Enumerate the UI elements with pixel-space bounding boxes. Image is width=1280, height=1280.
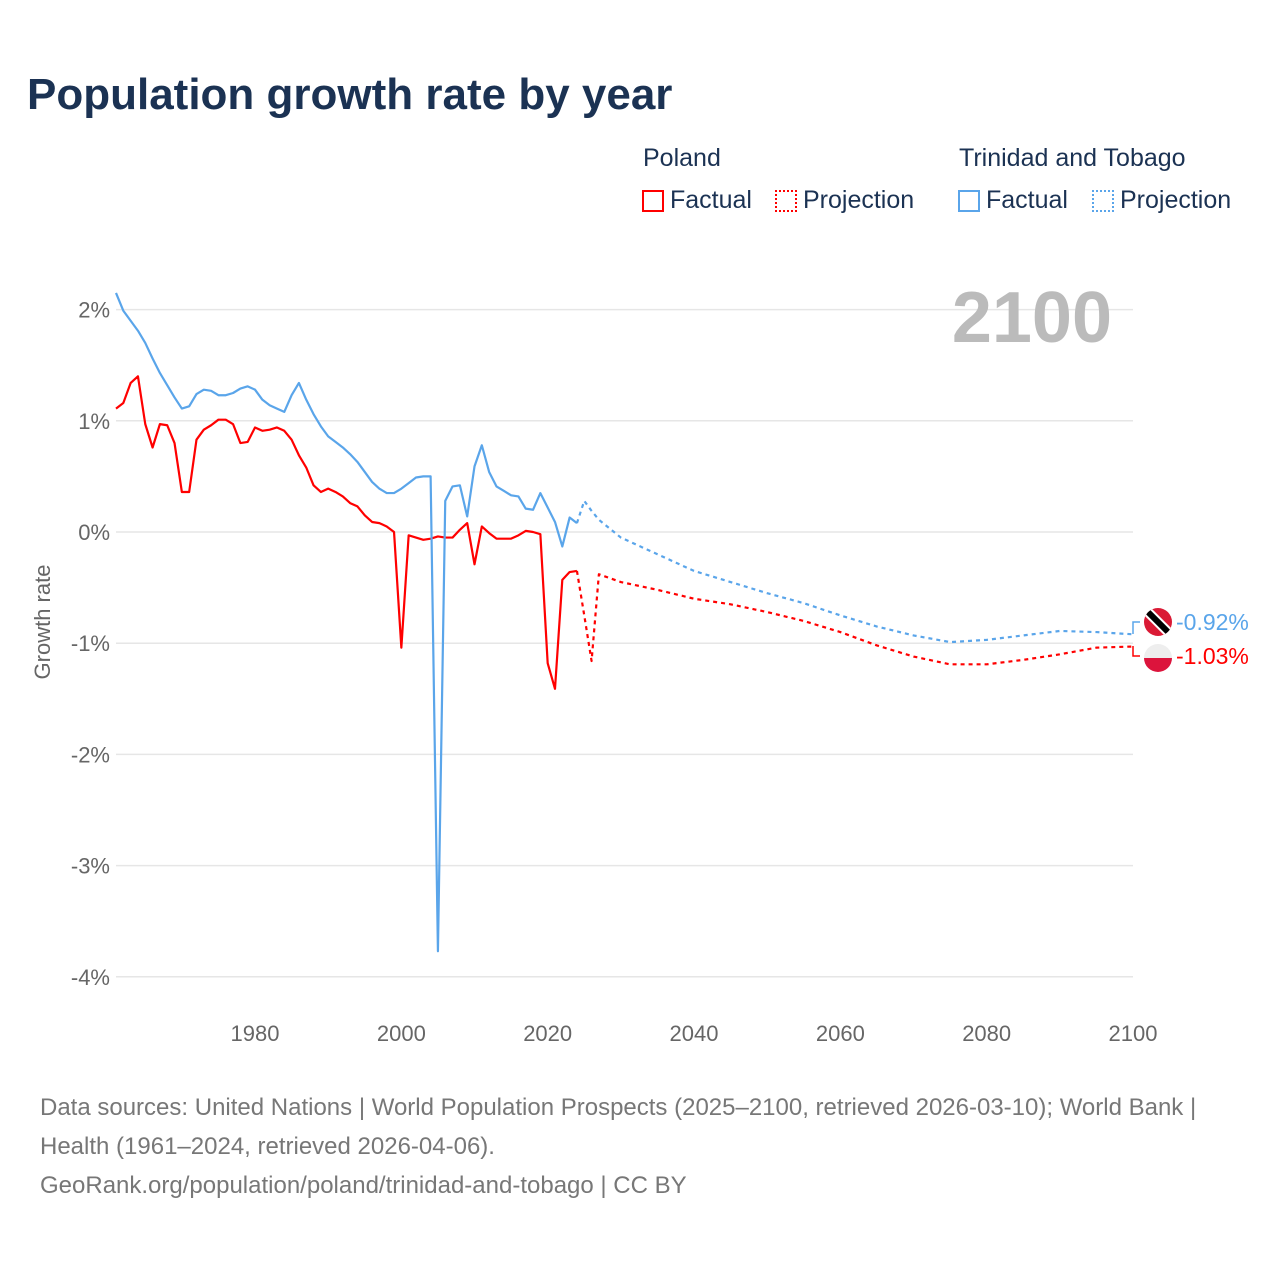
x-tick-label: 2100 (1109, 1021, 1158, 1046)
plot-area: 2% 1% 0% -1% -2% -3% -4% 1980 2000 2020 2040 2060 20… (30, 278, 1249, 1046)
y-tick-label: -4% (71, 965, 110, 990)
y-tick-label: 1% (78, 409, 110, 434)
legend-tt-title: Trinidad and Tobago (959, 144, 1186, 172)
pl-end-value: -1.03% (1176, 643, 1249, 669)
y-tick-label: -3% (71, 854, 110, 879)
y-tick-label: -1% (71, 631, 110, 656)
y-tick-label: 0% (78, 520, 110, 545)
footer: Data sources: United Nations | World Pop… (40, 1088, 1240, 1205)
legend-poland-projection[interactable]: Projection (775, 186, 914, 215)
poland-factual-line (115, 375, 578, 690)
x-tick-label: 2080 (962, 1021, 1011, 1046)
attribution-link[interactable]: GeoRank.org/population/poland/trinidad-a… (40, 1172, 687, 1199)
data-sources: Data sources: United Nations | World Pop… (40, 1094, 1197, 1160)
legend-label: Projection (803, 186, 915, 214)
x-tick-label: 1980 (231, 1021, 280, 1046)
y-axis-label: Growth rate (30, 565, 55, 680)
legend-swatch (1092, 189, 1114, 212)
legend-poland-title: Poland (643, 144, 721, 172)
tt-end-connector (1132, 621, 1140, 634)
trinidad-and-tobago-factual-line (114, 292, 578, 953)
legend-tt-factual[interactable]: Factual (958, 186, 1068, 215)
x-tick-label: 2040 (670, 1021, 719, 1046)
legend-tt-projection[interactable]: Projection (1092, 186, 1231, 215)
pl-end-connector (1132, 646, 1140, 657)
tt-end-value: -0.92% (1176, 609, 1249, 635)
legend-swatch (642, 189, 664, 212)
poland-flag-icon (1144, 644, 1172, 672)
legend-swatch (958, 189, 980, 212)
legend-swatch (775, 189, 797, 212)
legend-poland-factual[interactable]: Factual (642, 186, 752, 215)
x-tick-label: 2000 (377, 1021, 426, 1046)
poland-projection-line (575, 570, 1134, 666)
y-tick-label: 2% (78, 298, 110, 323)
year-label: 2100 (952, 278, 1112, 358)
x-tick-label: 2060 (816, 1021, 865, 1046)
y-tick-label: -2% (71, 742, 110, 767)
legend-label: Factual (670, 186, 752, 214)
legend-label: Projection (1120, 186, 1232, 214)
x-tick-label: 2020 (523, 1021, 572, 1046)
trinidad-and-tobago-projection-line (575, 499, 1134, 644)
trinidad-flag-icon (1144, 608, 1172, 636)
page-title: Population growth rate by year (27, 70, 673, 119)
legend-label: Factual (986, 186, 1068, 214)
